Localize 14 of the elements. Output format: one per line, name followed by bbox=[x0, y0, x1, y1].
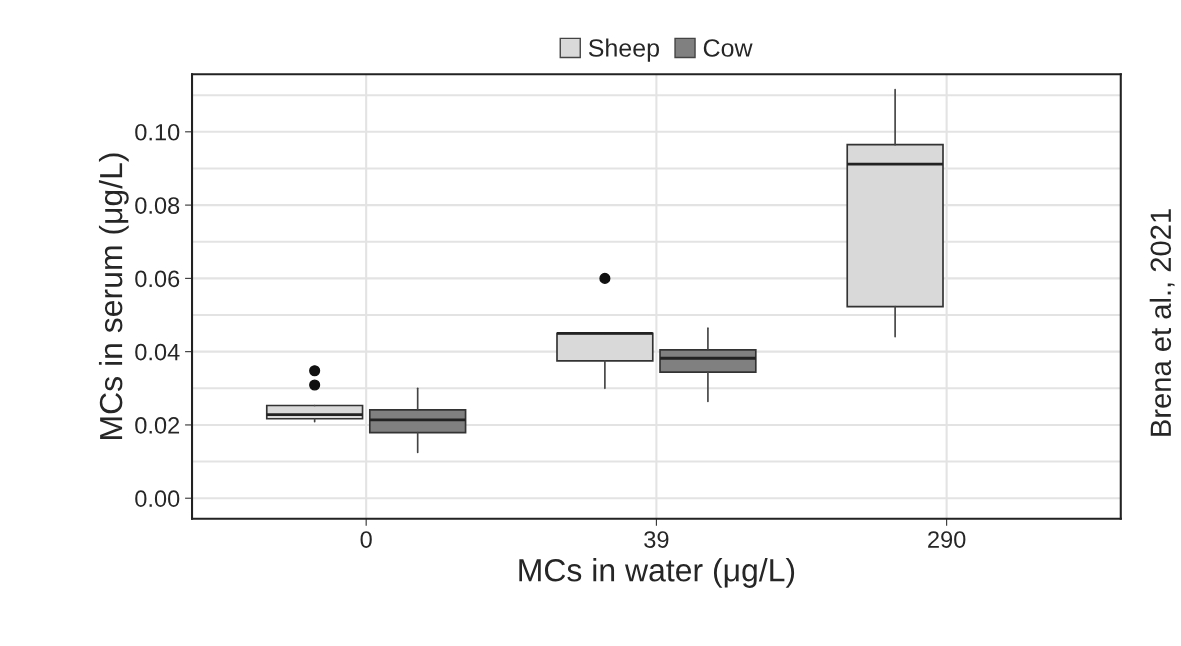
x-tick-label: 39 bbox=[644, 531, 669, 548]
x-tick-label: 0 bbox=[360, 531, 372, 548]
y-tick-label: 0.10 bbox=[135, 123, 180, 141]
x-tick-label: 290 bbox=[928, 531, 966, 548]
legend-label: Sheep bbox=[588, 38, 659, 62]
legend-label: Cow bbox=[703, 39, 753, 57]
y-tick-label: 0.04 bbox=[135, 343, 180, 361]
x-axis-title: MCs in water (μg/L) bbox=[519, 558, 795, 588]
y-tick-label: 0.02 bbox=[135, 417, 180, 434]
y-tick-label: 0.06 bbox=[135, 270, 180, 288]
text: Brena et al., 2021 bbox=[1149, 209, 1175, 436]
y-axis-title: MCs in serum (μg/L) bbox=[98, 153, 129, 439]
y-tick-label: 0.00 bbox=[135, 490, 180, 508]
y-tick-label: 0.08 bbox=[135, 197, 180, 214]
